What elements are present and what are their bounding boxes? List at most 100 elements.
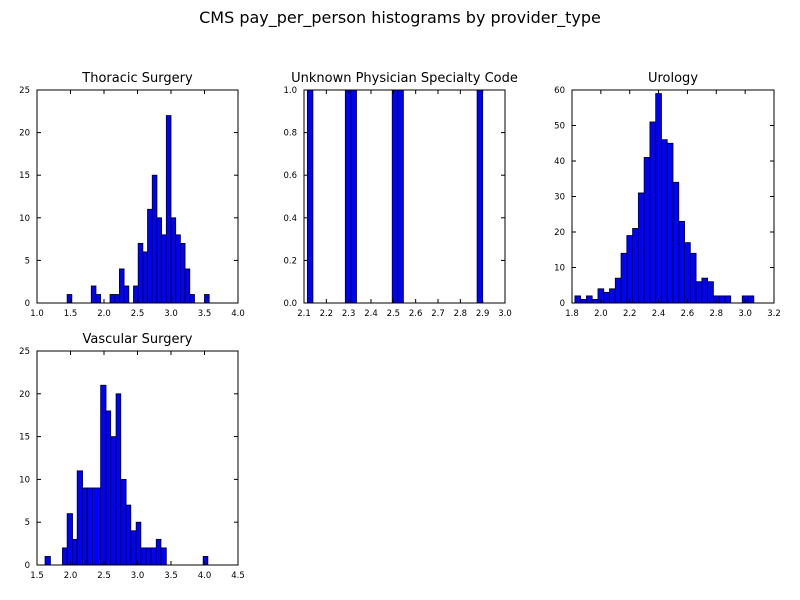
x-tick-label: 2.0 — [97, 309, 111, 319]
panel-title: Vascular Surgery — [83, 332, 193, 347]
histogram-bar — [184, 268, 191, 304]
histogram-bar — [44, 556, 51, 566]
x-tick-label: 3.2 — [767, 309, 781, 319]
histogram-bar — [344, 89, 352, 304]
x-tick-label: 2.0 — [64, 571, 78, 581]
histogram-bar — [119, 268, 125, 304]
y-tick-label: 0.8 — [283, 129, 297, 139]
histogram-bar — [666, 142, 674, 304]
x-tick-label: 3.0 — [164, 309, 178, 319]
plot-frame — [303, 89, 506, 304]
y-tick-label: 20 — [19, 390, 30, 400]
x-tick-label: 2.6 — [409, 309, 423, 319]
histogram-bar — [145, 547, 152, 566]
histogram-bar — [689, 252, 697, 304]
x-tick-label: 3.5 — [164, 571, 178, 581]
histogram-bar — [580, 299, 587, 304]
x-tick-label: 2.5 — [131, 309, 145, 319]
x-tick-label: 2.8 — [710, 309, 724, 319]
x-tick-label: 2.5 — [97, 571, 111, 581]
histogram-bar — [632, 228, 639, 304]
x-tick-label: 3.0 — [131, 571, 145, 581]
x-tick-label: 2.4 — [364, 309, 378, 319]
histogram-bar — [695, 281, 703, 304]
histogram-bar — [175, 234, 181, 304]
x-tick-label: 2.4 — [652, 309, 666, 319]
histogram-bar — [137, 242, 144, 304]
y-tick-label: 0 — [25, 299, 30, 309]
histogram-bar — [391, 89, 399, 304]
histogram-bar — [718, 295, 726, 304]
histogram-bar — [161, 234, 167, 304]
histogram-bar — [655, 93, 662, 304]
y-tick-label: 1.0 — [283, 86, 297, 96]
histogram-bar — [165, 115, 172, 304]
histogram-bar — [179, 242, 186, 304]
histogram-bar — [95, 294, 102, 304]
histogram-bar — [603, 291, 610, 304]
y-tick-label: 60 — [554, 86, 565, 96]
x-tick-label: 3.0 — [498, 309, 512, 319]
histogram-bar — [130, 530, 137, 566]
histogram-bar — [476, 89, 484, 304]
histogram-bar — [643, 157, 651, 304]
x-tick-label: 4.5 — [231, 571, 245, 581]
histogram-bar — [591, 299, 599, 304]
y-tick-label: 10 — [19, 214, 30, 224]
y-tick-label: 40 — [554, 157, 565, 167]
histogram-bar — [150, 547, 157, 566]
histogram-bar — [125, 504, 132, 566]
histogram-bar — [586, 295, 593, 304]
histogram-bar — [115, 393, 122, 566]
panel-title: Urology — [648, 71, 698, 86]
histogram-bar — [100, 384, 107, 566]
y-tick-label: 25 — [19, 347, 30, 357]
histogram-bar — [672, 181, 680, 304]
histogram-bar — [110, 436, 117, 566]
y-tick-label: 0.6 — [283, 171, 297, 181]
y-tick-label: 0 — [25, 561, 30, 571]
histogram-bar — [76, 470, 83, 566]
x-tick-label: 2.8 — [454, 309, 468, 319]
histogram-bar — [626, 235, 633, 304]
histogram-bar — [189, 294, 195, 304]
histogram-bar — [92, 487, 102, 566]
histogram-bar — [147, 208, 153, 304]
histogram-bar — [724, 295, 732, 304]
histogram-bar — [620, 252, 628, 304]
x-tick-label: 2.3 — [342, 309, 356, 319]
histogram-bar — [62, 547, 68, 566]
histogram-bar — [160, 547, 167, 566]
x-tick-label: 1.5 — [30, 571, 44, 581]
histogram-bar — [90, 285, 97, 304]
histogram-bar — [120, 478, 127, 566]
histogram-bar — [397, 89, 404, 304]
x-tick-label: 2.6 — [681, 309, 695, 319]
histogram-bar — [678, 220, 685, 304]
histogram-bar — [135, 521, 142, 566]
histogram-bar — [82, 487, 88, 566]
histogram-bar — [204, 294, 210, 304]
histogram-bar — [72, 538, 78, 566]
y-tick-label: 15 — [19, 433, 30, 443]
histogram-bar — [156, 217, 163, 304]
x-tick-label: 1.0 — [30, 309, 44, 319]
y-tick-label: 5 — [25, 256, 30, 266]
histogram-bar — [649, 121, 657, 304]
y-tick-label: 10 — [19, 475, 30, 485]
x-tick-label: 3.5 — [198, 309, 212, 319]
y-tick-label: 0.0 — [283, 299, 297, 309]
x-tick-label: 1.5 — [64, 309, 78, 319]
histogram-bar — [609, 288, 616, 304]
histogram-bar — [151, 174, 158, 304]
histogram-bar — [684, 242, 691, 304]
histogram-bar — [123, 285, 130, 304]
histogram-bar — [155, 538, 162, 566]
x-tick-label: 2.2 — [320, 309, 334, 319]
y-tick-label: 0.4 — [283, 214, 297, 224]
x-tick-label: 2.1 — [297, 309, 311, 319]
x-tick-label: 2.5 — [387, 309, 401, 319]
y-tick-label: 20 — [554, 228, 565, 238]
histogram-bar — [66, 294, 73, 304]
x-tick-label: 4.0 — [231, 309, 245, 319]
